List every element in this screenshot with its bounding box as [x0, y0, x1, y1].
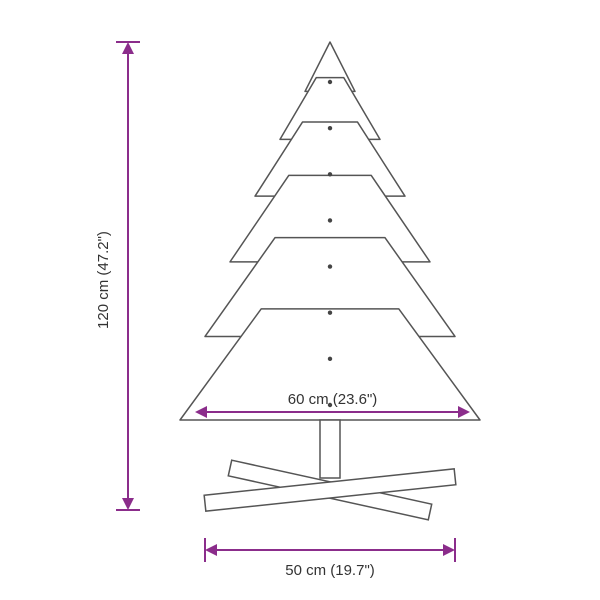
tree-dot — [328, 264, 332, 268]
base-width-label: 50 cm (19.7") — [285, 562, 375, 579]
dimension-base-width: 50 cm (19.7") — [205, 538, 455, 579]
diagram-canvas: { "dimensions": { "height": { "label": "… — [0, 0, 600, 600]
tree-dot — [328, 311, 332, 315]
trunk — [320, 420, 340, 478]
tree-dot — [328, 80, 332, 84]
tree-dot — [328, 172, 332, 176]
diagram-svg: 120 cm (47.2") 60 cm (23.6") 50 cm (19.7… — [0, 0, 600, 600]
tree-dot — [328, 357, 332, 361]
height-label: 120 cm (47.2") — [95, 231, 112, 329]
dimension-height: 120 cm (47.2") — [95, 42, 140, 510]
tree-dot — [328, 126, 332, 130]
inner-width-label: 60 cm (23.6") — [288, 391, 378, 408]
tree-dot — [328, 218, 332, 222]
